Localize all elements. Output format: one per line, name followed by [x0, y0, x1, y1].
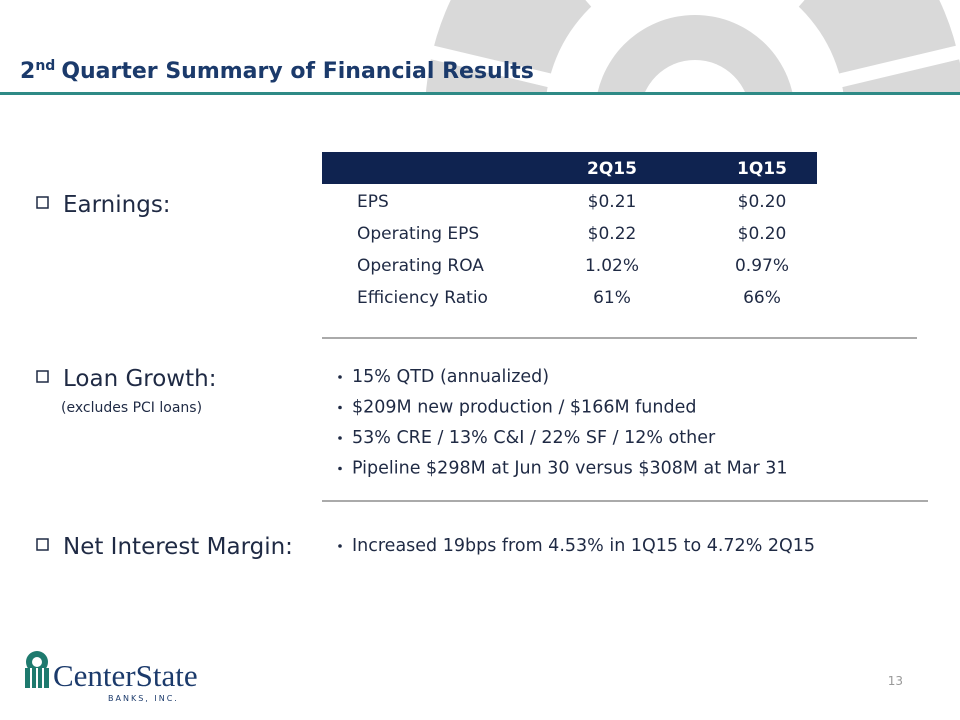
checkbox	[36, 370, 49, 383]
bullet-dot	[338, 405, 342, 410]
page-number: 13	[888, 674, 903, 688]
title-rule	[0, 92, 960, 95]
cell: 0.97%	[735, 256, 789, 276]
bullet-text: $209M new production / $166M funded	[352, 398, 696, 418]
bullet-text: 15% QTD (annualized)	[352, 367, 549, 387]
row-label: Efficiency Ratio	[357, 288, 488, 308]
row-label: EPS	[357, 192, 389, 212]
cell: $0.22	[588, 224, 637, 244]
cell: 66%	[743, 288, 781, 308]
section-label: Earnings:	[63, 192, 171, 218]
bullet-dot	[338, 466, 342, 471]
cell: $0.21	[588, 192, 637, 212]
section-labels: Earnings: Loan Growth: (excludes PCI loa…	[36, 192, 293, 560]
row-label: Operating EPS	[357, 224, 479, 244]
section-label: Loan Growth:	[63, 366, 216, 392]
cell: 61%	[593, 288, 631, 308]
cell: $0.20	[738, 192, 787, 212]
title: 2nd Quarter Summary of Financial Results	[20, 58, 534, 84]
logo-sub: BANKS, INC.	[108, 694, 179, 703]
title-number: 2	[20, 59, 35, 84]
logo: CenterState BANKS, INC.	[25, 651, 198, 703]
table: 2Q15 1Q15 EPS $0.21 $0.20 Operating EPS $0.22 $…	[357, 159, 789, 308]
bullet-dot	[338, 544, 342, 548]
bullet-text: 53% CRE / 13% C&I / 22% SF / 12% other	[352, 428, 716, 448]
table-header	[322, 152, 817, 184]
cell: 1.02%	[585, 256, 639, 276]
cell: $0.20	[738, 224, 787, 244]
bullet-text: Pipeline $298M at Jun 30 versus $308M at…	[352, 459, 788, 479]
title-suffix: nd	[35, 58, 55, 74]
bullet-dot	[338, 375, 342, 379]
column-header: 1Q15	[737, 159, 787, 179]
background-ornament	[378, 0, 960, 92]
bullet-list: 15% QTD (annualized) $209M new production…	[338, 367, 788, 479]
logo-name: CenterState	[53, 658, 198, 693]
section-note: (excludes PCI loans)	[61, 400, 202, 416]
checkbox	[36, 196, 49, 209]
row-label: Operating ROA	[357, 256, 484, 276]
section-label: Net Interest Margin:	[63, 534, 293, 560]
bullet-text: Increased 19bps from 4.53% in 1Q15 to 4.…	[352, 536, 815, 556]
checkbox	[36, 538, 49, 551]
title-text: Quarter Summary of Financial Results	[61, 59, 534, 84]
bullet-dot	[338, 436, 342, 440]
column-header: 2Q15	[587, 159, 637, 179]
bullet-list: Increased 19bps from 4.53% in 1Q15 to 4.…	[338, 536, 815, 556]
